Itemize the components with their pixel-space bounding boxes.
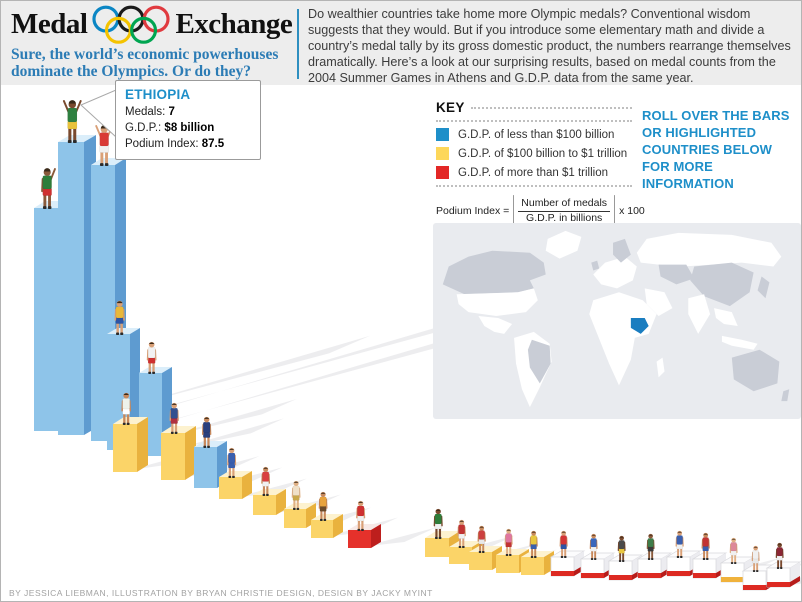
map-country-ethiopia[interactable] <box>630 318 649 334</box>
podium-bars <box>34 100 801 591</box>
athlete-figure <box>169 402 179 434</box>
athlete-figure <box>729 537 738 564</box>
podium-bar[interactable] <box>113 392 148 472</box>
athlete-figure <box>433 508 443 539</box>
map-country-china <box>690 262 754 307</box>
header: Medal Exchange Sure, the world’s economi… <box>1 1 801 85</box>
header-divider <box>297 9 299 79</box>
title-exchange: Exchange <box>175 7 293 40</box>
athlete-figure <box>146 341 157 374</box>
athlete-figure <box>62 100 82 143</box>
map-country-usa <box>456 288 538 317</box>
athlete-figure <box>261 466 271 496</box>
athlete-figure <box>41 168 56 209</box>
tooltip-podium-index: Podium Index: 87.5 <box>125 138 225 151</box>
map-country-scandinavia <box>613 238 631 263</box>
podium-bar[interactable] <box>765 542 801 588</box>
map-country-kazakhstan <box>658 264 695 285</box>
credit-line: BY JESSICA LIEBMAN, ILLUSTRATION BY BRYA… <box>9 588 433 598</box>
podium-bar[interactable] <box>607 535 644 581</box>
podium-bar[interactable] <box>219 447 252 499</box>
athlete-figure <box>114 300 125 335</box>
podium-bar[interactable] <box>636 533 673 579</box>
legend-item-red: G.D.P. of more than $1 trillion <box>436 166 632 179</box>
athlete-figure <box>356 500 366 531</box>
legend-title-row: KEY <box>436 100 632 115</box>
map-continent-africa <box>589 292 657 386</box>
map-region-middle-east <box>644 288 673 317</box>
athlete-figure <box>617 535 626 562</box>
athlete-figure <box>318 491 328 521</box>
athlete-figure <box>504 528 513 556</box>
map-country-mexico <box>478 316 513 334</box>
fraction: Number of medals G.D.P. in billions <box>518 197 611 225</box>
olympic-rings-icon <box>92 5 171 44</box>
athlete-figure <box>201 416 212 448</box>
athlete-figure <box>121 392 132 425</box>
athlete-figure <box>227 447 237 478</box>
athlete-figure <box>701 532 710 560</box>
legend-item-yellow: G.D.P. of $100 billion to $1 trillion <box>436 147 632 160</box>
yellow-swatch <box>436 147 449 160</box>
world-map <box>442 230 790 408</box>
athlete-figure <box>457 519 466 548</box>
dotted-rule <box>436 120 632 122</box>
map-country-indonesia <box>721 335 758 350</box>
podium-bar-ethiopia[interactable] <box>58 100 96 435</box>
podium-bar[interactable] <box>549 530 586 577</box>
podium-index-formula: Podium Index = Number of medals G.D.P. i… <box>436 195 645 227</box>
map-country-india <box>688 294 711 334</box>
map-country-new-zealand <box>781 389 790 402</box>
map-country-russia <box>636 232 782 267</box>
podium-bar[interactable] <box>284 480 316 528</box>
red-swatch <box>436 166 449 179</box>
tooltip-country: ETHIOPIA <box>125 87 191 102</box>
tooltip-gdp: G.D.P.: $8 billion <box>125 122 215 135</box>
athlete-figure <box>559 530 568 558</box>
podium-bar[interactable] <box>253 466 286 515</box>
title-medal: Medal <box>11 7 88 40</box>
athlete-figure <box>529 530 538 558</box>
page-title: Medal Exchange <box>11 3 293 45</box>
map-region-southeast-asia <box>714 308 738 326</box>
podium-bar[interactable] <box>161 402 196 480</box>
podium-bar[interactable] <box>348 500 381 548</box>
subtitle: Sure, the world’s economic powerhouses d… <box>11 46 279 81</box>
athlete-figure <box>675 530 684 558</box>
map-country-uk <box>591 260 600 271</box>
athlete-figure <box>291 480 301 510</box>
map-country-brazil <box>527 339 551 384</box>
legend: KEY G.D.P. of less than $100 billion G.D… <box>436 100 645 227</box>
legend-item-blue: G.D.P. of less than $100 billion <box>436 128 632 141</box>
athlete-figure <box>646 533 655 560</box>
legend-title: KEY <box>436 100 465 115</box>
map-continent-europe <box>593 256 637 289</box>
map-country-madagascar <box>656 357 665 378</box>
intro-paragraph: Do wealthier countries take home more Ol… <box>308 7 791 85</box>
world-map-panel <box>433 223 801 419</box>
athlete-figure <box>775 542 784 569</box>
map-country-australia <box>731 349 780 392</box>
tooltip-medals: Medals: 7 <box>125 106 175 118</box>
podium-bar[interactable] <box>449 519 482 564</box>
map-country-greenland <box>545 230 582 259</box>
podium-bar[interactable] <box>311 491 343 538</box>
map-country-canada <box>442 250 546 295</box>
athlete-figure <box>751 545 760 572</box>
athlete-figure <box>477 525 486 553</box>
rollover-instruction: ROLL OVER THE BARS OR HIGHLIGHTED COUNTR… <box>642 108 790 191</box>
dotted-rule <box>436 185 632 187</box>
map-country-japan <box>757 276 770 299</box>
blue-swatch <box>436 128 449 141</box>
country-tooltip: ETHIOPIA Medals: 7 G.D.P.: $8 billion Po… <box>115 80 261 161</box>
athlete-figure <box>589 533 598 560</box>
dotted-leader <box>470 107 632 109</box>
